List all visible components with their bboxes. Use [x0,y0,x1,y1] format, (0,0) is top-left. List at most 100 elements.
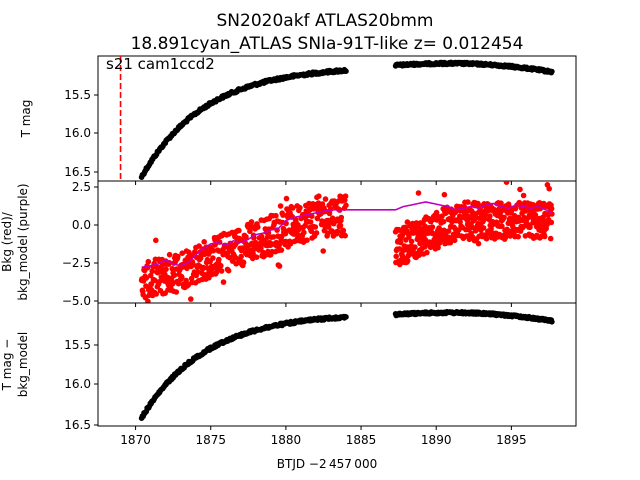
data-point [408,238,415,245]
data-point [520,192,527,199]
data-point [171,272,178,279]
data-point [238,253,244,260]
data-point [248,219,255,225]
y-axis-label: T mag [19,100,33,139]
data-point [166,251,173,258]
data-point [175,253,181,260]
data-point [393,253,400,260]
x-tick-label: 1880 [271,433,302,447]
data-point [424,249,430,256]
data-point [153,291,159,297]
chart-title-line1: SN2020akf ATLAS20bmm [217,11,434,31]
bkg-model-line [141,201,553,269]
data-point [216,256,222,263]
data-point [156,279,163,285]
data-point [487,213,493,219]
x-axis-label: BTJD −2 457 000 [277,457,377,471]
data-point [254,224,261,230]
x-tick-label: 1870 [120,433,151,447]
data-point [334,228,341,235]
data-point [188,296,194,302]
data-point [175,280,182,287]
data-point [278,247,285,253]
data-point [442,210,449,217]
data-point [283,195,290,202]
data-point [326,210,333,217]
data-point [322,196,329,202]
data-point [342,193,349,199]
data-point [447,235,453,242]
data-point [329,228,335,234]
data-point [537,222,544,229]
axes-frame [97,55,577,182]
data-point [280,212,286,218]
y-tick-label: 15.5 [64,88,91,102]
plot-area [119,56,555,181]
data-point [149,268,155,275]
data-point [253,254,260,260]
data-point [196,243,202,249]
panel-top: 15.5 16.0 16.5 T mag [19,55,577,185]
data-point [183,277,189,284]
data-point [250,250,256,257]
data-point [258,233,265,240]
data-point [441,191,448,198]
data-point [475,200,481,207]
data-point [320,248,327,254]
data-point [532,212,539,218]
data-point [270,234,277,240]
data-point [549,68,555,75]
panel-bottom: 15.5 16.0 16.5 T mag − bkg_model 1870 1875 1880… [0,302,577,447]
data-point [546,185,552,192]
y-tick-label: −5.0 [62,294,91,308]
data-point [415,190,422,196]
x-tick-label: 1875 [195,433,226,447]
data-point [503,181,510,185]
data-point [304,237,310,243]
data-point [548,205,555,212]
data-point [179,250,185,256]
data-point [243,234,249,240]
data-point [338,214,345,221]
data-point [515,233,521,240]
data-point [435,244,441,251]
data-point [276,263,283,269]
data-point [225,267,232,274]
data-point [239,245,246,251]
data-point [312,224,319,230]
data-point [290,205,296,211]
data-point [499,223,505,229]
chart-title-line2: 18.891cyan_ATLAS SNIa-91T-like z= 0.0124… [131,34,524,54]
data-point [169,281,176,287]
data-point [258,245,264,252]
axes-frame [97,302,577,427]
x-tick-label: 1895 [496,433,527,447]
data-point [163,266,169,273]
data-point [273,212,279,219]
data-point [145,298,151,303]
data-point [342,232,349,239]
data-point [173,289,180,295]
data-point [301,229,307,236]
data-point [297,204,303,211]
data-point [282,230,289,237]
plot-area [138,308,555,422]
ccd-annotation: s21 cam1ccd2 [106,55,215,73]
data-point [465,199,471,205]
data-point [247,228,253,235]
data-point [337,222,344,229]
data-point [277,203,284,209]
data-point [145,258,152,265]
data-point [220,279,227,285]
y-axis-label: bkg_model (purple) [16,183,30,300]
data-point [169,265,176,272]
data-point [491,206,498,213]
data-point [475,240,482,247]
data-point [445,228,452,234]
data-point [549,319,555,325]
data-point [210,255,216,261]
data-point [325,224,332,230]
data-point [152,277,158,284]
